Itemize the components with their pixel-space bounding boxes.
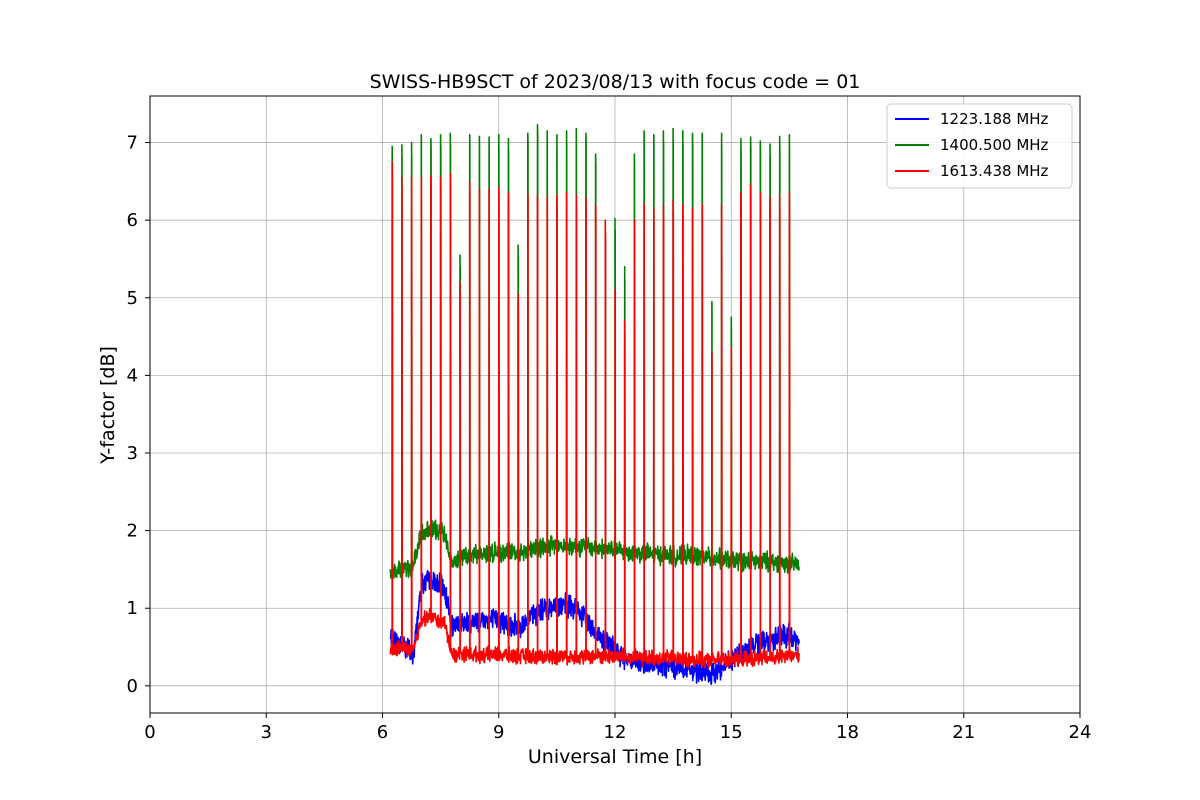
legend-label: 1223.188 MHz	[940, 110, 1049, 128]
x-tick-label: 15	[720, 722, 743, 743]
x-tick-label: 24	[1069, 722, 1092, 743]
y-tick-label: 5	[127, 288, 138, 309]
x-axis-label: Universal Time [h]	[528, 746, 702, 768]
y-tick-label: 3	[127, 443, 138, 464]
y-tick-label: 4	[127, 365, 138, 386]
y-tick-label: 1	[127, 598, 138, 619]
y-tick-label: 6	[127, 210, 138, 231]
legend-box	[886, 103, 1073, 189]
x-tick-label: 18	[836, 722, 859, 743]
y-axis-label: Y-factor [dB]	[97, 346, 119, 465]
x-tick-label: 21	[952, 722, 975, 743]
y-tick-label: 0	[127, 676, 138, 697]
x-tick-label: 6	[377, 722, 388, 743]
chart-title: SWISS-HB9SCT of 2023/08/13 with focus co…	[370, 71, 861, 93]
legend-label: 1613.438 MHz	[940, 162, 1049, 180]
y-tick-label: 2	[127, 521, 138, 542]
x-tick-label: 9	[493, 722, 504, 743]
legend-label: 1400.500 MHz	[940, 136, 1049, 154]
y-tick-label: 7	[127, 133, 138, 154]
x-tick-label: 3	[261, 722, 272, 743]
series-line	[389, 161, 800, 669]
data-layer	[389, 123, 800, 685]
x-tick-label: 12	[604, 722, 627, 743]
legend: 1223.188 MHz 1400.500 MHz 1613.438 MHz	[886, 103, 1073, 189]
x-tick-label: 0	[144, 722, 155, 743]
